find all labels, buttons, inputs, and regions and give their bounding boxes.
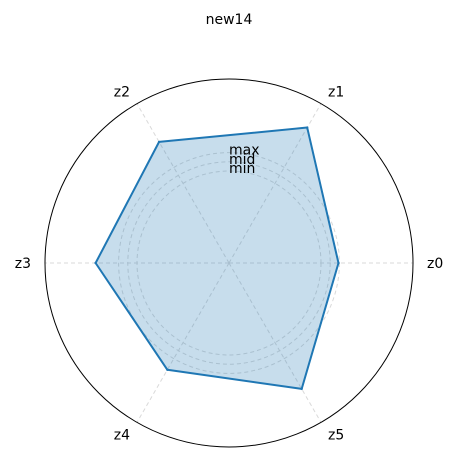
data-point-z5 — [300, 387, 303, 391]
data-point-z3 — [94, 261, 97, 265]
data-point-z1 — [306, 126, 309, 129]
data-point-z0 — [337, 261, 340, 265]
category-label-z0: z0 — [427, 256, 443, 272]
ring-label-min: min — [229, 161, 255, 177]
ring-label-mid: mid — [229, 152, 255, 168]
category-label-z2: z2 — [114, 85, 130, 101]
outer-frame — [44, 78, 414, 448]
series-area — [95, 127, 339, 389]
chart-title: new14 — [206, 12, 253, 28]
data-point-z4 — [166, 368, 169, 371]
spoke-z4 — [136, 262, 230, 423]
series-layer — [94, 126, 340, 391]
ring-label-max: max — [229, 143, 260, 159]
category-label-z1: z1 — [328, 85, 344, 101]
spoke-z1 — [228, 103, 322, 264]
spoke-z2 — [136, 103, 230, 264]
category-label-z3: z3 — [15, 256, 31, 272]
category-label-z5: z5 — [328, 427, 344, 443]
data-point-z2 — [157, 140, 161, 144]
category-label-z4: z4 — [114, 427, 130, 443]
spoke-z5 — [228, 262, 322, 423]
